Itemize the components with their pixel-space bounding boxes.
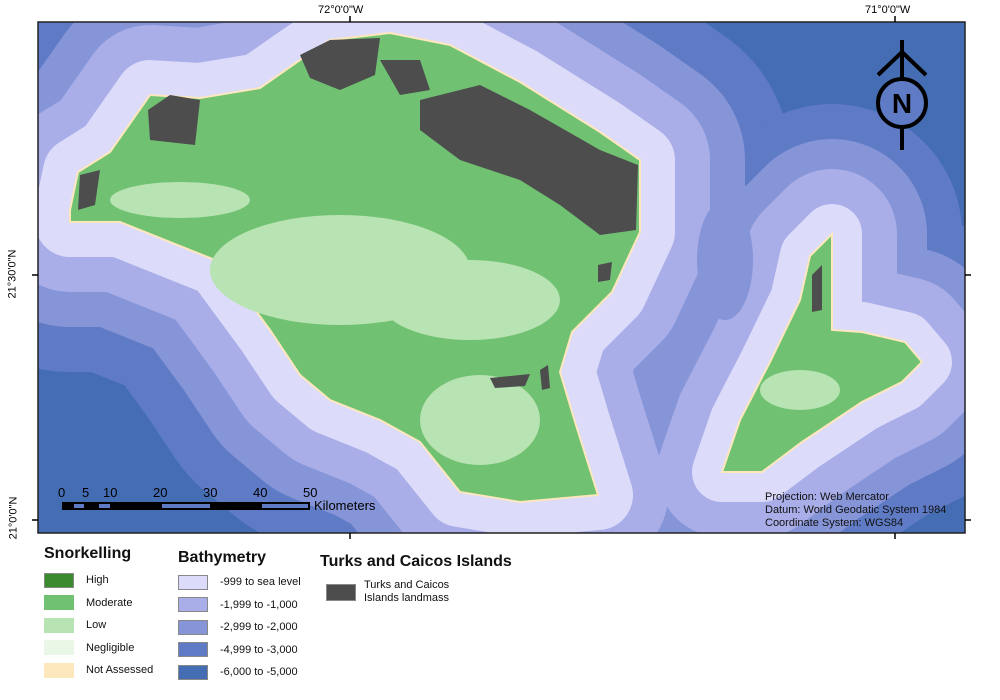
- map-border: [37, 21, 966, 534]
- legend-item-negligible: Negligible: [44, 637, 153, 660]
- scale-tick: 5: [82, 485, 90, 500]
- north-label: N: [891, 88, 913, 119]
- legend-title: Turks and Caicos Islands: [320, 553, 512, 570]
- landmass-areas: [78, 38, 822, 390]
- scale-tick: 10: [103, 485, 118, 500]
- projection-line: Projection: Web Mercator: [765, 491, 889, 503]
- legend-item-bathy-1: -999 to sea level: [178, 571, 301, 594]
- scale-tick: 20: [153, 485, 168, 500]
- legend-bathymetry: Bathymetry -999 to sea level -1,999 to -…: [178, 549, 301, 684]
- legend-item-bathy-2: -1,999 to -1,000: [178, 594, 301, 617]
- lon-label-72w: 72°0'0"W: [318, 4, 364, 16]
- legend-item-not-assessed: Not Assessed: [44, 659, 153, 682]
- low-snorkelling-areas: [110, 182, 840, 465]
- graticule-ticks: [32, 16, 971, 539]
- scale-unit: Kilometers: [314, 498, 376, 513]
- projection-info: Projection: Web Mercator Datum: World Ge…: [765, 491, 946, 530]
- legend-item-high: High: [44, 569, 153, 592]
- legend-item-landmass: Turks and Caicos Islands landmass: [326, 579, 512, 605]
- lon-label-71w: 71°0'0"W: [865, 4, 911, 16]
- bathymetry-layer: [38, 22, 965, 533]
- legend-title: Bathymetry: [178, 549, 267, 566]
- coordinate-system-line: Coordinate System: WGS84: [765, 517, 904, 529]
- legend-landmass: Turks and Caicos Islands Turks and Caico…: [320, 553, 512, 605]
- north-arrow-icon: [876, 40, 928, 150]
- legend-item-bathy-4: -4,999 to -3,000: [178, 639, 301, 662]
- legend-item-bathy-5: -6,000 to -5,000: [178, 661, 301, 684]
- lat-label-21n: 21°0'0"N: [7, 496, 20, 540]
- scale-tick: 50: [303, 485, 318, 500]
- legend-snorkelling: Snorkelling High Moderate Low Negligible…: [44, 545, 153, 682]
- legend-item-bathy-3: -2,999 to -2,000: [178, 616, 301, 639]
- legend-title: Snorkelling: [44, 545, 132, 562]
- legend-item-moderate: Moderate: [44, 592, 153, 615]
- scale-tick: 0: [58, 485, 66, 500]
- legend-item-low: Low: [44, 614, 153, 637]
- scale-tick: 30: [203, 485, 218, 500]
- lat-label-21-30n: 21°30'0"N: [6, 249, 19, 299]
- datum-line: Datum: World Geodatic System 1984: [765, 504, 947, 516]
- scale-tick: 40: [253, 485, 268, 500]
- scale-bar: 0 5 10 20 30 40 50 Kilometers: [58, 485, 390, 515]
